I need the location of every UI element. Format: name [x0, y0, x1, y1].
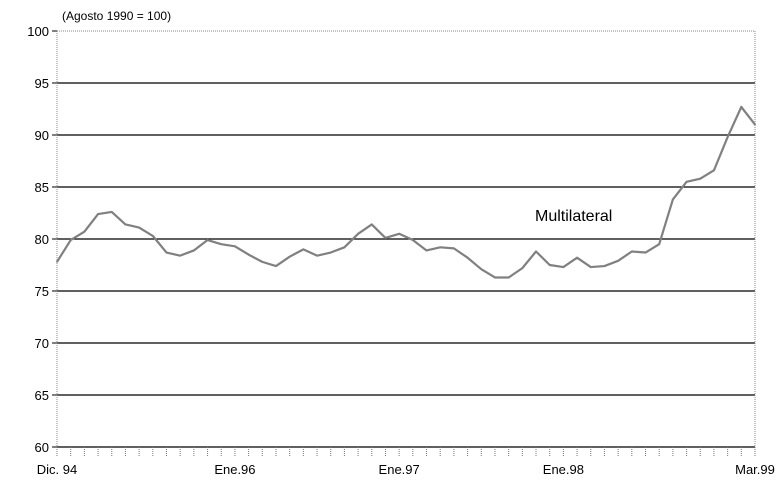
data-point	[425, 249, 428, 252]
data-point	[439, 246, 442, 249]
ytick-label-85: 85	[35, 180, 49, 195]
data-point	[589, 266, 592, 268]
data-point	[466, 256, 469, 259]
xtick-label: Ene.97	[379, 462, 420, 477]
data-point	[206, 239, 209, 241]
ytick-label-95: 95	[35, 76, 49, 91]
grid-layer	[57, 82, 755, 396]
data-point	[699, 177, 702, 180]
data-point	[562, 266, 565, 268]
data-point	[316, 254, 318, 257]
series-annotation: Multilateral	[535, 208, 612, 225]
data-point	[685, 180, 688, 183]
data-point	[83, 230, 86, 233]
series-layer	[56, 105, 756, 279]
data-point	[521, 267, 524, 270]
data-point	[288, 255, 291, 258]
data-point	[658, 243, 661, 246]
data-point	[138, 226, 141, 229]
data-point	[480, 268, 483, 271]
data-point	[220, 243, 223, 246]
data-point	[192, 249, 195, 252]
data-point	[343, 246, 346, 249]
data-point	[453, 247, 455, 250]
data-point	[671, 198, 674, 201]
data-point	[548, 264, 551, 266]
data-point	[97, 213, 99, 215]
data-point	[754, 123, 756, 126]
data-point	[617, 259, 620, 262]
series-line-0	[56, 105, 756, 279]
xtick-label: Ene.98	[543, 462, 584, 477]
data-point	[713, 169, 715, 172]
data-point	[507, 276, 510, 279]
ytick-label-70: 70	[35, 336, 49, 351]
ytick-label-90: 90	[35, 128, 49, 143]
data-point	[630, 250, 633, 253]
data-point	[357, 232, 359, 235]
data-point	[603, 265, 606, 267]
data-point	[370, 223, 373, 226]
data-point	[726, 136, 729, 138]
ytick-label-100: 100	[27, 24, 49, 39]
data-point	[535, 250, 537, 253]
data-point	[740, 106, 743, 108]
data-point	[56, 260, 58, 263]
data-point	[69, 239, 72, 241]
data-point	[644, 251, 647, 254]
axis-layer: 60 65 70 75 80 85 90 95 100 Dic. 94 Ene.96 Ene.97 En…	[27, 24, 775, 477]
data-point	[234, 245, 236, 248]
data-point	[384, 237, 387, 239]
data-point	[411, 239, 414, 241]
data-point	[576, 256, 578, 259]
chart-subtitle: (Agosto 1990 = 100)	[62, 9, 171, 23]
data-point	[398, 232, 401, 235]
xtick-label: Dic. 94	[37, 462, 77, 477]
ytick-label-80: 80	[35, 232, 49, 247]
data-point	[275, 265, 277, 267]
data-point	[261, 260, 264, 263]
data-point	[124, 223, 127, 226]
xtick-label: Mar.99	[735, 462, 775, 477]
data-point	[165, 251, 168, 254]
ytick-label-65: 65	[35, 388, 49, 403]
data-point	[329, 251, 332, 254]
data-point	[151, 234, 154, 237]
data-point	[179, 254, 182, 257]
data-point	[494, 276, 496, 279]
ytick-label-75: 75	[35, 284, 49, 299]
data-point	[302, 248, 305, 251]
xtick-label: Ene.96	[214, 462, 255, 477]
ytick-label-60: 60	[35, 440, 49, 455]
data-point	[247, 253, 250, 256]
data-point	[110, 211, 113, 213]
